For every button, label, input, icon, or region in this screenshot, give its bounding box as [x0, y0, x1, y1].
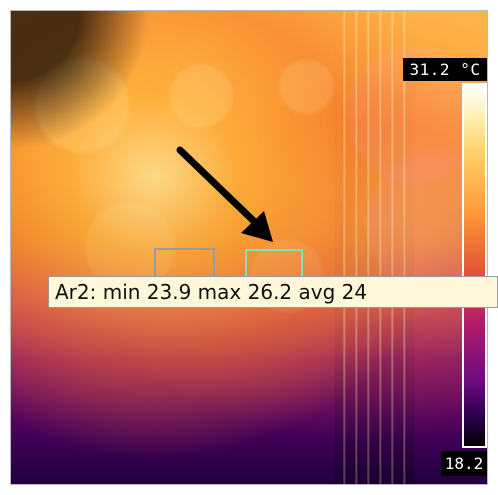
- image-frame: [10, 10, 488, 485]
- temperature-scale-max-label: 31.2 °C: [403, 58, 487, 81]
- temperature-scale-min-label: 18.2: [441, 451, 487, 476]
- area-readout: Ar2: min 23.9 max 26.2 avg 24: [48, 276, 498, 308]
- pipe-bundle: [334, 11, 414, 484]
- arrow-icon: [176, 146, 273, 242]
- dark-vignette: [11, 11, 151, 151]
- temperature-colorbar: [462, 83, 487, 448]
- thermal-image: 31.2 °C 18.2: [11, 11, 487, 484]
